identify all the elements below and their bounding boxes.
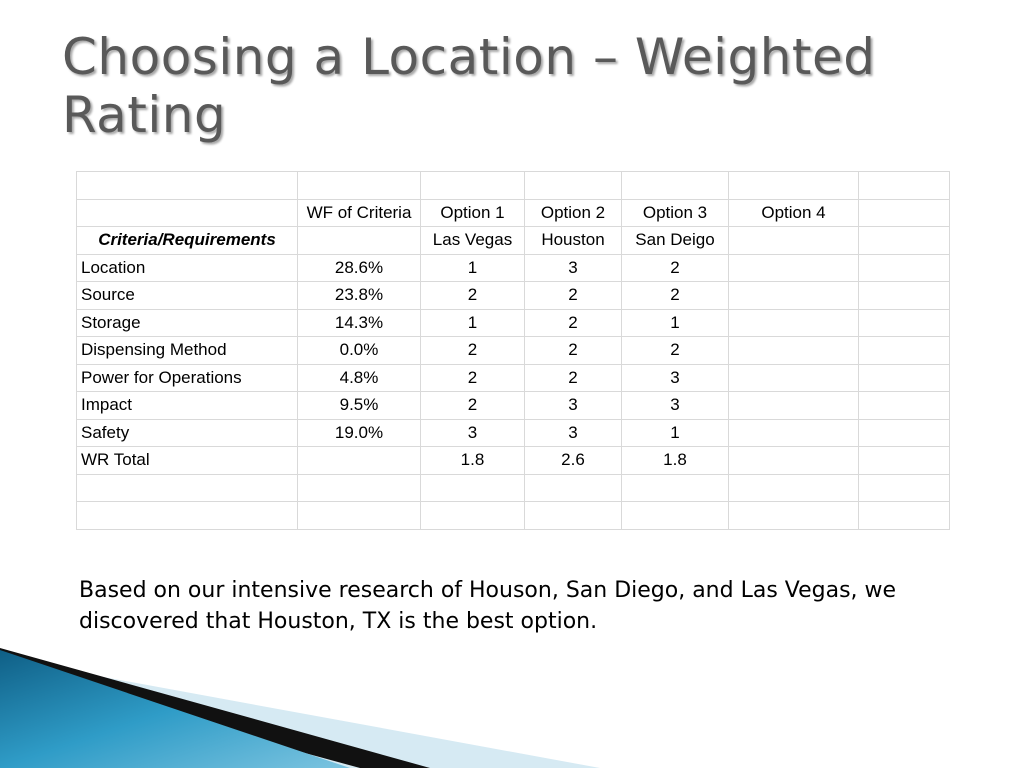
option-2-header: Option 2 bbox=[524, 198, 622, 227]
wr-total-option-2: 2.6 bbox=[524, 446, 622, 475]
option-1-city: Las Vegas bbox=[420, 226, 525, 255]
table-row-empty bbox=[76, 501, 950, 530]
wf-cell: 0.0% bbox=[297, 336, 421, 365]
option-2-cell: 2 bbox=[524, 363, 622, 392]
option-3-cell: 1 bbox=[621, 308, 729, 337]
wf-cell: 14.3% bbox=[297, 308, 421, 337]
table-row: Location 28.6% 1 3 2 bbox=[76, 253, 950, 282]
extra-cell bbox=[858, 363, 950, 392]
criteria-cell: Source bbox=[76, 281, 298, 310]
wf-cell: 19.0% bbox=[297, 418, 421, 447]
criteria-cell: Impact bbox=[76, 391, 298, 420]
option-3-header: Option 3 bbox=[621, 198, 729, 227]
option-2-cell: 2 bbox=[524, 308, 622, 337]
table-row: Source 23.8% 2 2 2 bbox=[76, 281, 950, 310]
option-2-cell: 2 bbox=[524, 336, 622, 365]
criteria-cell: Dispensing Method bbox=[76, 336, 298, 365]
extra-cell bbox=[858, 391, 950, 420]
option-1-cell: 2 bbox=[420, 391, 525, 420]
blue-wedge bbox=[0, 650, 350, 768]
wf-cell: 4.8% bbox=[297, 363, 421, 392]
option-4-cell bbox=[728, 418, 859, 447]
option-1-cell: 2 bbox=[420, 336, 525, 365]
option-2-city: Houston bbox=[524, 226, 622, 255]
criteria-cell: Storage bbox=[76, 308, 298, 337]
option-1-cell: 2 bbox=[420, 363, 525, 392]
criteria-cell: Location bbox=[76, 253, 298, 282]
option-1-cell: 3 bbox=[420, 418, 525, 447]
wr-total-option-1: 1.8 bbox=[420, 446, 525, 475]
option-3-cell: 3 bbox=[621, 363, 729, 392]
option-2-cell: 3 bbox=[524, 391, 622, 420]
table-header-row: WF of Criteria Option 1 Option 2 Option … bbox=[76, 198, 950, 227]
option-4-cell bbox=[728, 391, 859, 420]
extra-cell bbox=[858, 308, 950, 337]
option-1-cell: 1 bbox=[420, 253, 525, 282]
wf-cell: 23.8% bbox=[297, 281, 421, 310]
option-3-cell: 2 bbox=[621, 336, 729, 365]
option-2-cell: 3 bbox=[524, 418, 622, 447]
wr-total-option-3: 1.8 bbox=[621, 446, 729, 475]
table-row: Impact 9.5% 2 3 3 bbox=[76, 391, 950, 420]
wr-total-row: WR Total 1.8 2.6 1.8 bbox=[76, 446, 950, 475]
option-1-cell: 2 bbox=[420, 281, 525, 310]
decorative-corner-graphic bbox=[0, 648, 600, 768]
summary-text: Based on our intensive research of Houso… bbox=[79, 578, 897, 634]
wf-cell: 28.6% bbox=[297, 253, 421, 282]
weighted-rating-table: WF of Criteria Option 1 Option 2 Option … bbox=[76, 171, 950, 530]
wf-criteria-header: WF of Criteria bbox=[297, 198, 421, 227]
wf-cell: 9.5% bbox=[297, 391, 421, 420]
extra-cell bbox=[858, 336, 950, 365]
criteria-requirements-header: Criteria/Requirements bbox=[76, 226, 298, 255]
extra-cell bbox=[858, 281, 950, 310]
option-4-header: Option 4 bbox=[728, 198, 859, 227]
option-3-cell: 2 bbox=[621, 253, 729, 282]
table-row-empty-top bbox=[76, 171, 950, 200]
slide-title: Choosing a Location – Weighted Rating bbox=[62, 28, 876, 144]
option-4-cell bbox=[728, 308, 859, 337]
option-4-cell bbox=[728, 281, 859, 310]
option-1-header: Option 1 bbox=[420, 198, 525, 227]
criteria-cell: Power for Operations bbox=[76, 363, 298, 392]
table-row: Safety 19.0% 3 3 1 bbox=[76, 418, 950, 447]
extra-cell bbox=[858, 253, 950, 282]
option-3-city: San Deigo bbox=[621, 226, 729, 255]
table-subheader-row: Criteria/Requirements Las Vegas Houston … bbox=[76, 226, 950, 255]
option-1-cell: 1 bbox=[420, 308, 525, 337]
table-row: Power for Operations 4.8% 2 2 3 bbox=[76, 363, 950, 392]
option-4-cell bbox=[728, 253, 859, 282]
option-2-cell: 3 bbox=[524, 253, 622, 282]
table-row: Dispensing Method 0.0% 2 2 2 bbox=[76, 336, 950, 365]
option-4-cell bbox=[728, 363, 859, 392]
wr-total-label: WR Total bbox=[76, 446, 298, 475]
option-4-cell bbox=[728, 336, 859, 365]
black-stripe bbox=[0, 648, 430, 768]
table-row: Storage 14.3% 1 2 1 bbox=[76, 308, 950, 337]
criteria-cell: Safety bbox=[76, 418, 298, 447]
table-row-empty bbox=[76, 473, 950, 502]
option-2-cell: 2 bbox=[524, 281, 622, 310]
option-3-cell: 1 bbox=[621, 418, 729, 447]
option-3-cell: 3 bbox=[621, 391, 729, 420]
option-3-cell: 2 bbox=[621, 281, 729, 310]
extra-cell bbox=[858, 418, 950, 447]
